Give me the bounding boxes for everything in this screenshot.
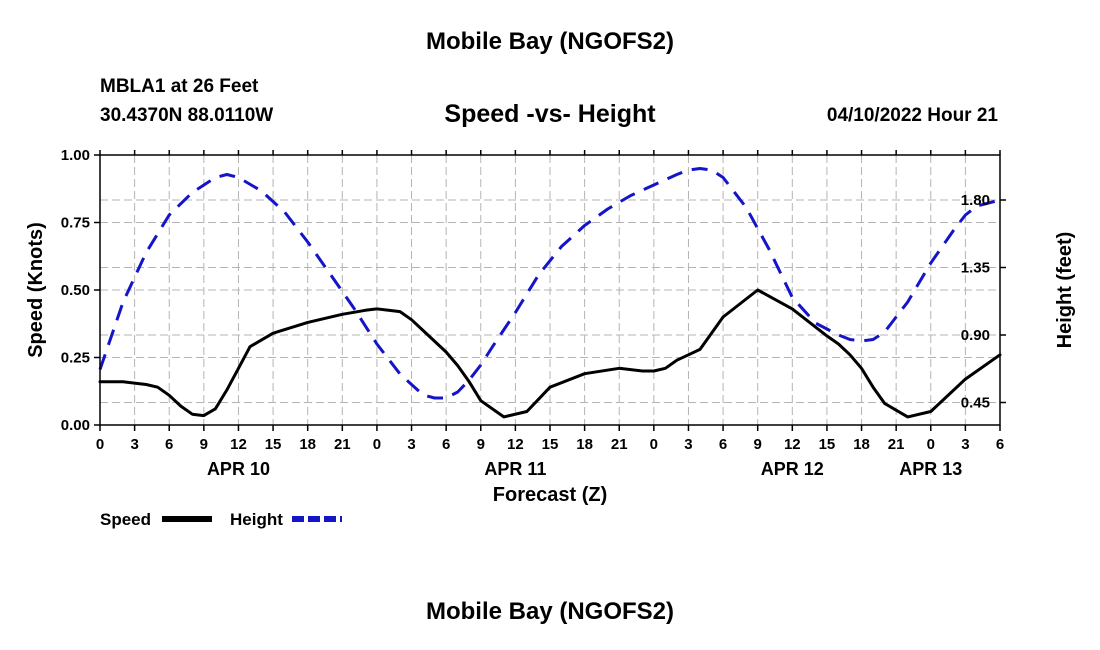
chart-title: Mobile Bay (NGOFS2) <box>425 28 675 55</box>
legend-label-speed: Speed <box>100 510 151 529</box>
y-left-tick-label: 0.25 <box>61 350 90 367</box>
y-left-tick-label: 0.50 <box>61 282 90 299</box>
x-tick-label: 12 <box>784 436 801 453</box>
series-layer <box>98 167 1002 419</box>
x-tick-label: 15 <box>265 436 282 453</box>
y-left-axis-title: Speed (Knots) <box>25 222 47 358</box>
y-right-axis-title: Height (feet) <box>1054 232 1076 349</box>
x-tick-label: 18 <box>853 436 870 453</box>
y-left-tick-label: 0.75 <box>61 215 90 232</box>
x-tick-label: 21 <box>888 436 905 453</box>
x-axis-title: Forecast (Z) <box>493 484 607 506</box>
x-tick-label: 18 <box>576 436 593 453</box>
grid <box>99 154 1001 426</box>
y-left-tick-label: 0.00 <box>61 417 90 434</box>
x-tick-label: 6 <box>719 436 727 453</box>
x-tick-label: 12 <box>230 436 247 453</box>
date-label: APR 10 <box>207 459 270 479</box>
x-tick-label: 0 <box>927 436 935 453</box>
chart-subtitle: Speed -vs- Height <box>444 100 656 128</box>
station-coordinates: 30.4370N 88.0110W <box>100 105 274 126</box>
x-tick-label: 3 <box>961 436 969 453</box>
x-tick-label: 6 <box>996 436 1004 453</box>
x-tick-label: 21 <box>334 436 351 453</box>
x-tick-label: 0 <box>373 436 381 453</box>
x-tick-label: 9 <box>754 436 762 453</box>
forecast-datetime: 04/10/2022 Hour 21 <box>826 105 998 126</box>
legend-label-height: Height <box>230 510 283 529</box>
legend: Speed Height <box>100 510 342 529</box>
x-tick-label: 9 <box>200 436 208 453</box>
x-tick-label: 9 <box>477 436 485 453</box>
y-right-tick-label: 0.90 <box>961 327 990 344</box>
x-tick-label: 3 <box>130 436 138 453</box>
x-tick-label: 0 <box>96 436 104 453</box>
labels-layer: 0 3 6 9 12 15 18 21 0 3 6 9 12 15 18 21 0 3 6 9 12 15 18 21 0 3 6 A… <box>25 147 1076 506</box>
date-label: APR 12 <box>761 459 824 479</box>
y-right-tick-label: 1.80 <box>961 192 990 209</box>
next-chart-title: Mobile Bay (NGOFS2) <box>425 598 675 625</box>
x-tick-label: 6 <box>442 436 450 453</box>
x-tick-label: 3 <box>684 436 692 453</box>
series-line-speed <box>98 288 1002 419</box>
x-tick-label: 18 <box>299 436 316 453</box>
x-tick-label: 0 <box>650 436 658 453</box>
y-right-tick-label: 1.35 <box>961 260 990 277</box>
y-left-tick-label: 1.00 <box>61 147 90 164</box>
ticks-layer <box>94 150 1006 431</box>
x-tick-label: 15 <box>542 436 559 453</box>
y-right-tick-label: 0.45 <box>961 395 990 412</box>
x-tick-label: 3 <box>407 436 415 453</box>
x-tick-label: 15 <box>819 436 836 453</box>
x-tick-label: 21 <box>611 436 628 453</box>
x-tick-label: 6 <box>165 436 173 453</box>
date-label: APR 13 <box>899 459 962 479</box>
date-label: APR 11 <box>484 459 546 479</box>
series-line-height <box>98 167 1001 400</box>
x-tick-label: 12 <box>507 436 524 453</box>
station-name: MBLA1 at 26 Feet <box>100 76 259 97</box>
